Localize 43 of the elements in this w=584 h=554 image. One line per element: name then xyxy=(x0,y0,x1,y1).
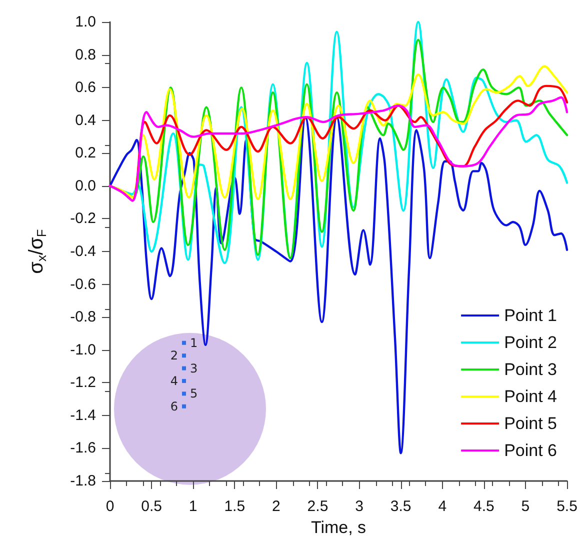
x-tick-label: 2.5 xyxy=(307,498,328,515)
annotation: 4 xyxy=(170,374,178,388)
annotation: 6 xyxy=(170,399,178,414)
y-tick-label: -1.4 xyxy=(70,406,96,424)
x-tick-label: 2 xyxy=(272,498,280,515)
x-tick-label: 5 xyxy=(521,498,530,515)
y-tick-label: 0.8 xyxy=(75,46,96,64)
y-tick-label: 0.0 xyxy=(75,177,96,194)
x-tick-label: 0.5 xyxy=(141,498,162,515)
y-tick-label: 0.2 xyxy=(75,144,96,162)
y-axis-title: σx/σF xyxy=(26,229,49,274)
annotation: 3 xyxy=(190,361,198,376)
x-tick-label: 1 xyxy=(188,498,198,515)
y-tick-label: 0.6 xyxy=(75,79,96,96)
x-tick-label: 1.5 xyxy=(224,498,246,515)
y-tick-label: -1.8 xyxy=(70,472,96,490)
y-tick-label: -0.8 xyxy=(70,308,96,326)
line-series xyxy=(108,65,568,200)
x-tick-label: 0 xyxy=(106,498,114,515)
annotation: 2 xyxy=(170,348,178,363)
legend-label: Point 6 xyxy=(504,441,558,460)
y-tick-label: -1.0 xyxy=(70,341,96,358)
x-axis-title: Time, s xyxy=(310,518,366,537)
x-tick-label: 5.5 xyxy=(556,498,578,515)
x-tick-label: 3 xyxy=(355,498,364,515)
y-tick-label: -1.6 xyxy=(70,440,96,457)
legend-label: Point 2 xyxy=(504,333,558,352)
y-tick-label: -0.2 xyxy=(70,210,96,228)
y-tick-label: -1.2 xyxy=(70,374,96,392)
legend-label: Point 5 xyxy=(504,414,558,433)
legend-label: Point 1 xyxy=(504,306,558,325)
annotation: 5 xyxy=(190,386,198,401)
legend-label: Point 4 xyxy=(504,387,558,406)
x-tick-label: 4.5 xyxy=(473,498,494,515)
y-tick-label: -0.6 xyxy=(70,276,96,293)
legend-label: Point 3 xyxy=(504,360,558,379)
y-tick-label: -0.4 xyxy=(70,243,96,260)
line-series xyxy=(108,116,568,454)
y-tick-label: 1.0 xyxy=(75,14,96,30)
x-tick-label: 4 xyxy=(438,498,447,515)
annotation: 1 xyxy=(190,336,198,350)
x-tick-label: 3.5 xyxy=(390,498,412,515)
y-tick-label: 0.4 xyxy=(75,112,96,129)
